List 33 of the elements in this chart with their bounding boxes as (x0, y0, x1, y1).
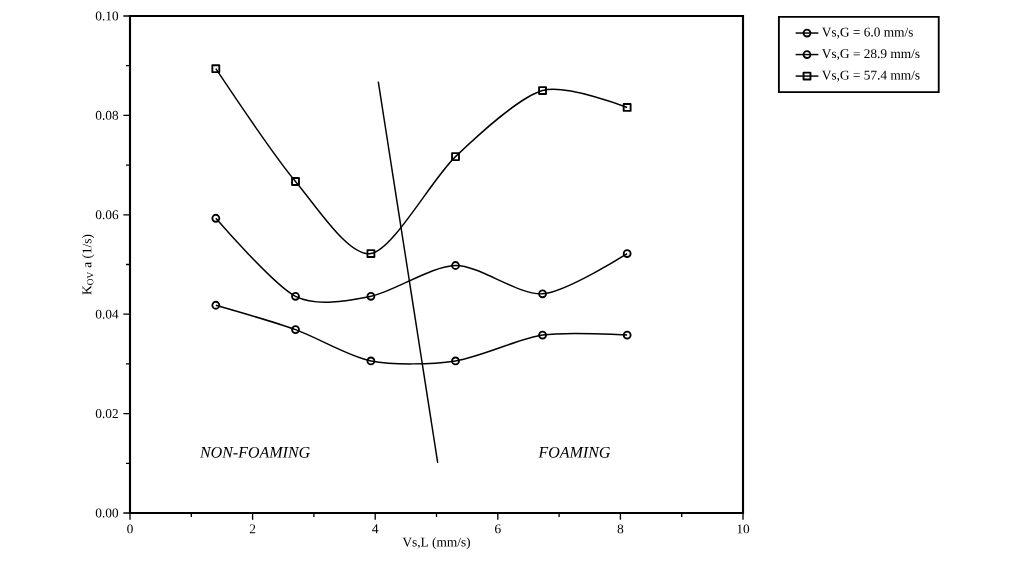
point (622, 103, 632, 112)
x-tick-label: 10 (737, 524, 750, 534)
point (451, 356, 460, 366)
annotation: NON-FOAMING (199, 446, 310, 458)
point (451, 152, 460, 162)
x-tick-label: 8 (617, 524, 624, 534)
legend-label: Vs,G = 28.9 mm/s (821, 49, 920, 61)
point (291, 291, 300, 301)
point (366, 356, 376, 366)
y-axis-title: K$_{OV}$ a (1/s) (82, 234, 95, 295)
legend-label: Vs,G = 57.4 mm/s (821, 70, 920, 82)
x-tick-label: 2 (249, 524, 256, 534)
x-axis-title: Vs,L (mm/s) (402, 537, 470, 550)
point (538, 86, 547, 95)
point (538, 289, 547, 299)
y-tick-label: 0.10 (95, 11, 119, 21)
point (291, 325, 300, 335)
point (211, 64, 221, 74)
point (538, 330, 547, 340)
y-tick-label: 0.00 (95, 508, 119, 518)
y-tick-label: 0.08 (95, 110, 119, 120)
point (366, 249, 376, 258)
y-tick-label: 0.02 (95, 409, 118, 419)
legend-label: Vs,G = 6.0 mm/s (821, 27, 913, 39)
point (291, 177, 300, 186)
point (366, 291, 376, 301)
x-tick-label: 0 (127, 524, 133, 534)
y-tick-label: 0.04 (95, 309, 119, 319)
point (451, 261, 460, 270)
annotation: FOAMING (538, 446, 611, 458)
y-tick-label: 0.06 (95, 210, 119, 220)
x-tick-label: 4 (372, 524, 379, 534)
x-tick-label: 6 (495, 524, 501, 534)
